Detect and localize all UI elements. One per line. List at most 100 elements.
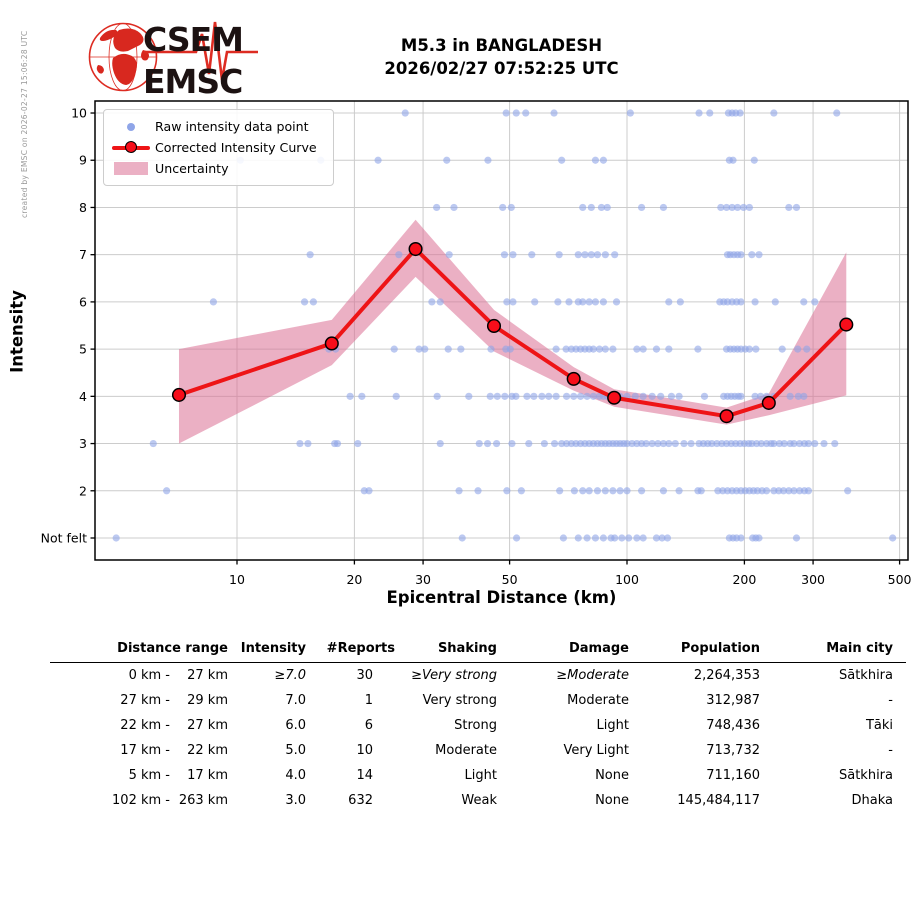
raw-intensity-point: [601, 345, 609, 353]
raw-intensity-point: [780, 439, 788, 448]
raw-intensity-point: [556, 487, 564, 495]
raw-intensity-point: [554, 298, 562, 306]
x-tick-label: 20: [346, 572, 362, 587]
cell-population: 711,160: [706, 768, 760, 783]
raw-intensity-point: [667, 392, 676, 400]
table-header-row: Distance range Intensity #Reports Shakin…: [50, 638, 906, 663]
raw-intensity-point: [574, 251, 582, 259]
raw-intensity-point: [503, 487, 511, 495]
raw-intensity-point: [555, 251, 563, 259]
raw-intensity-point: [163, 487, 171, 495]
raw-intensity-point: [637, 203, 646, 212]
raw-intensity-point: [492, 439, 501, 448]
raw-intensity-point: [579, 298, 587, 306]
raw-intensity-point: [585, 298, 593, 306]
raw-intensity-point: [804, 439, 813, 448]
raw-intensity-point: [648, 392, 656, 400]
cell-intensity: 6.0: [285, 718, 306, 733]
logo-text-emsc: EMSC: [143, 62, 242, 101]
raw-intensity-point: [421, 345, 429, 353]
raw-intensity-point: [601, 251, 609, 259]
plot-border: [94, 100, 909, 561]
raw-intensity-point: [581, 251, 589, 259]
raw-intensity-point: [652, 534, 661, 542]
raw-intensity-point: [697, 487, 705, 495]
logo-text-csem: CSEM: [143, 20, 243, 59]
raw-intensity-point: [737, 298, 745, 306]
cell-distance-from: 22 km -: [120, 718, 170, 733]
raw-intensity-point: [587, 251, 595, 259]
table-row: 5 km - 17 km 4.0 14 Light None 711,160 Sātkhira: [50, 763, 906, 788]
curve-marker: [839, 317, 854, 332]
raw-intensity-point: [523, 392, 531, 400]
raw-intensity-point: [562, 392, 571, 400]
raw-intensity-point: [525, 439, 533, 448]
uncertainty-swatch-icon: [111, 162, 151, 175]
raw-intensity-point: [589, 345, 597, 353]
x-tick-label: 500: [888, 572, 912, 587]
emsc-logo: CSEM EMSC: [88, 20, 258, 101]
cell-distance-from: 17 km -: [120, 743, 170, 758]
raw-intensity-point: [804, 487, 813, 495]
cell-main-city: Tāki: [865, 718, 893, 733]
raw-intensity-point: [637, 487, 646, 495]
cell-population: 748,436: [706, 718, 760, 733]
raw-intensity-point: [503, 298, 511, 306]
cell-distance-from: 5 km -: [128, 768, 170, 783]
cell-distance-to: 27 km: [187, 718, 228, 733]
raw-intensity-point: [599, 156, 608, 164]
cell-intensity: 7.0: [285, 693, 306, 708]
raw-intensity-point: [392, 392, 400, 400]
curve-swatch-icon: [111, 141, 151, 153]
x-tick-label: 100: [615, 572, 639, 587]
cell-reports: 30: [356, 668, 373, 683]
raw-intensity-point: [623, 439, 631, 448]
raw-intensity-point: [475, 439, 483, 448]
raw-intensity-point: [565, 298, 573, 306]
cell-intensity: ≥7.0: [274, 668, 306, 683]
cell-shaking: Very strong: [422, 693, 497, 708]
raw-intensity-point: [785, 487, 793, 495]
uncertainty-band: [178, 219, 847, 444]
cell-main-city: -: [888, 743, 893, 758]
raw-intensity-point: [687, 439, 695, 448]
raw-intensity-point: [639, 534, 647, 542]
raw-intensity-point: [296, 439, 304, 448]
raw-intensity-point: [779, 487, 788, 495]
raw-intensity-point: [756, 392, 765, 400]
raw-intensity-point: [149, 439, 157, 448]
raw-intensity-point: [465, 392, 473, 400]
raw-intensity-point: [528, 251, 536, 259]
raw-intensity-point: [545, 392, 553, 400]
raw-intensity-point: [365, 487, 373, 495]
raw-intensity-point: [770, 109, 778, 117]
table-row: 22 km - 27 km 6.0 6 Strong Light 748,436 Tāki: [50, 713, 906, 738]
raw-intensity-point: [752, 345, 760, 353]
table-row: 102 km - 263 km 3.0 632 Weak None 145,484,117 D…: [50, 788, 906, 813]
raw-intensity-point: [574, 534, 582, 542]
raw-intensity-point: [633, 534, 641, 542]
globe-icon: [88, 22, 158, 92]
cell-shaking: Light: [464, 768, 497, 783]
legend-item-raw: Raw intensity data point: [111, 116, 325, 137]
raw-intensity-point: [833, 109, 841, 117]
raw-intensity-point: [530, 392, 538, 400]
raw-intensity-point: [593, 251, 602, 259]
raw-intensity-point: [757, 439, 765, 448]
raw-intensity-point: [618, 534, 626, 542]
raw-intensity-point: [583, 534, 591, 542]
raw-intensity-point: [570, 392, 578, 400]
x-axis-label: Epicentral Distance (km): [386, 588, 617, 607]
raw-intensity-point: [487, 345, 495, 353]
curve-marker: [607, 390, 622, 405]
y-tick-label: 7: [79, 247, 87, 262]
y-tick-label: 3: [79, 436, 87, 451]
raw-intensity-point: [558, 156, 566, 164]
raw-intensity-point: [800, 392, 808, 400]
raw-intensity-point: [706, 109, 714, 117]
raw-intensity-point: [512, 534, 521, 542]
raw-intensity-point: [657, 392, 665, 400]
raw-intensity-point: [762, 487, 771, 495]
raw-intensity-point: [579, 203, 587, 212]
